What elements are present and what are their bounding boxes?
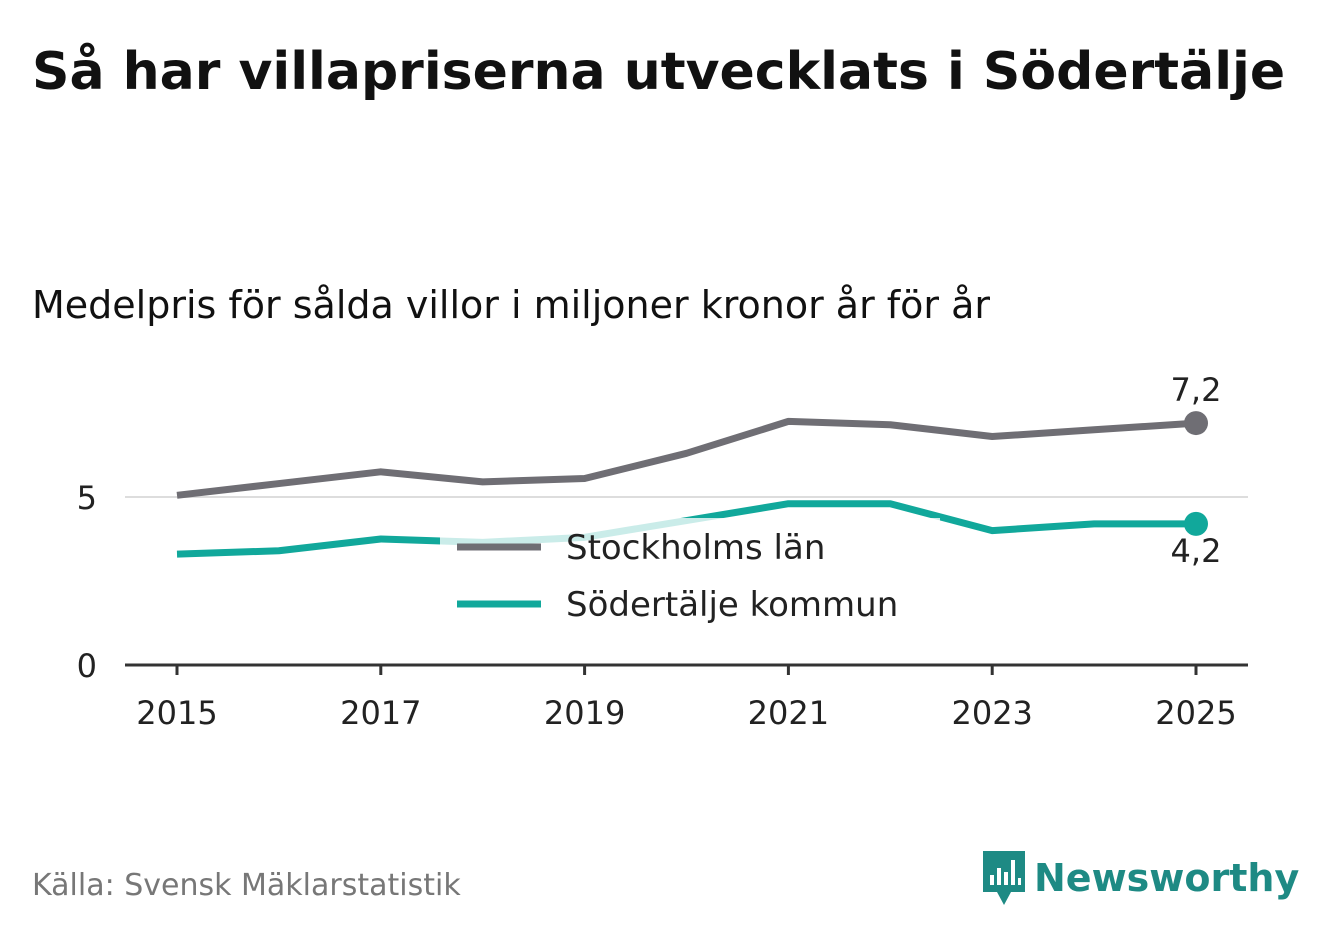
x-tick-label-2015: 2015 xyxy=(136,694,217,732)
end-label-stockholm: 7,2 xyxy=(1171,371,1222,409)
y-tick-label-5: 5 xyxy=(77,479,97,517)
data-point-stockholm-2025 xyxy=(1184,411,1208,436)
x-tick-label-2023: 2023 xyxy=(951,694,1032,732)
brand-logo: Newsworthy xyxy=(980,848,1299,908)
legend-label-sodertalje: Södertälje kommun xyxy=(566,585,898,625)
data-point-sodertalje-2025 xyxy=(1184,511,1208,536)
legend-backdrop xyxy=(440,518,940,630)
chart-subtitle: Medelpris för sålda villor i miljoner kr… xyxy=(32,283,991,327)
end-label-sodertalje: 4,2 xyxy=(1171,532,1222,570)
x-tick-label-2025: 2025 xyxy=(1155,694,1236,732)
x-tick-label-2019: 2019 xyxy=(544,694,625,732)
source-note: Källa: Svensk Mäklarstatistik xyxy=(32,868,461,903)
x-tick-label-2017: 2017 xyxy=(340,694,421,732)
legend-label-stockholm: Stockholms län xyxy=(566,528,825,568)
brand-name: Newsworthy xyxy=(1034,856,1300,900)
newsworthy-logo-icon xyxy=(983,851,1025,905)
x-tick-label-2021: 2021 xyxy=(748,694,829,732)
y-tick-label-0: 0 xyxy=(77,647,97,685)
chart-title: Så har villapriserna utvecklats i Södert… xyxy=(32,42,1286,102)
series-line-stockholm xyxy=(176,417,1197,499)
